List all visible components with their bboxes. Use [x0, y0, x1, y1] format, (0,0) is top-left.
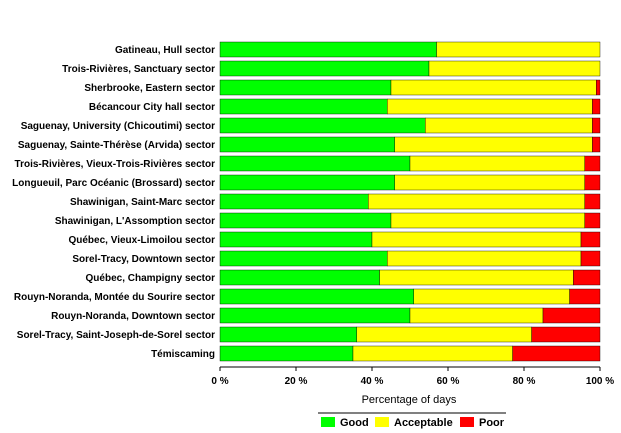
- bar-segment-acceptable-6: [409, 155, 586, 172]
- bar-segment-poor-14: [542, 307, 601, 324]
- category-label: Gatineau, Hull sector: [115, 45, 215, 56]
- bar-segment-acceptable-13: [413, 288, 570, 305]
- bar-segment-good-4: [219, 117, 426, 134]
- bar-segment-acceptable-7: [394, 174, 585, 191]
- legend-swatch-poor: [460, 417, 474, 427]
- bar-segment-poor-4: [592, 117, 601, 134]
- bar-segment-acceptable-5: [394, 136, 593, 153]
- bar-segment-acceptable-2: [390, 79, 597, 96]
- bar-segment-acceptable-15: [356, 326, 532, 343]
- category-label: Bécancour City hall sector: [89, 102, 215, 113]
- category-label: Rouyn-Noranda, Downtown sector: [51, 311, 215, 322]
- x-ticks: 0 % 20 % 40 % 60 % 80 % 100 %: [211, 367, 614, 387]
- bar-segment-acceptable-12: [379, 269, 574, 286]
- legend-label-acceptable: Acceptable: [394, 417, 453, 429]
- category-label: Sorel-Tracy, Saint-Joseph-de-Sorel secto…: [17, 330, 215, 341]
- category-label: Témiscaming: [151, 349, 215, 360]
- bar-segment-poor-15: [531, 326, 601, 343]
- bar-segment-good-2: [219, 79, 392, 96]
- x-tick-label: 60 %: [437, 376, 460, 387]
- bar-segment-poor-6: [584, 155, 601, 172]
- bar-segment-acceptable-9: [390, 212, 586, 229]
- legend-swatch-acceptable: [375, 417, 389, 427]
- bar-segment-poor-5: [592, 136, 601, 153]
- bars-group: [219, 41, 601, 362]
- bar-segment-good-16: [219, 345, 354, 362]
- bar-segment-acceptable-16: [352, 345, 513, 362]
- bar-segment-acceptable-1: [428, 60, 601, 77]
- bar-segment-poor-10: [580, 231, 601, 248]
- bar-segment-good-10: [219, 231, 373, 248]
- bar-segment-acceptable-4: [425, 117, 593, 134]
- category-label: Trois-Rivières, Sanctuary sector: [62, 64, 215, 75]
- category-label: Saguenay, Sainte-Thérèse (Arvida) sector: [18, 140, 215, 151]
- bar-segment-good-6: [219, 155, 411, 172]
- x-axis-title: Percentage of days: [362, 394, 457, 406]
- category-label: Sorel-Tracy, Downtown sector: [72, 254, 215, 265]
- category-label: Sherbrooke, Eastern sector: [84, 83, 215, 94]
- legend-label-good: Good: [340, 417, 369, 429]
- x-tick-label: 80 %: [513, 376, 536, 387]
- bar-segment-poor-13: [569, 288, 601, 305]
- legend: Good Acceptable Poor: [318, 412, 506, 429]
- category-labels: Gatineau, Hull sector Trois-Rivières, San…: [12, 45, 215, 360]
- bar-segment-poor-8: [584, 193, 601, 210]
- bar-segment-good-0: [219, 41, 437, 58]
- category-label: Rouyn-Noranda, Montée du Sourire sector: [14, 292, 215, 303]
- bar-segment-poor-16: [512, 345, 601, 362]
- bar-segment-good-1: [219, 60, 430, 77]
- bar-segment-good-11: [219, 250, 388, 267]
- category-label: Trois-Rivières, Vieux-Trois-Rivières sec…: [15, 159, 216, 170]
- bar-segment-poor-11: [580, 250, 601, 267]
- category-label: Québec, Vieux-Limoilou sector: [68, 235, 215, 246]
- bar-segment-poor-3: [592, 98, 601, 115]
- bar-segment-poor-2: [596, 79, 601, 96]
- bar-segment-acceptable-0: [436, 41, 601, 58]
- bar-segment-poor-12: [573, 269, 601, 286]
- bar-segment-acceptable-3: [387, 98, 593, 115]
- legend-label-poor: Poor: [479, 417, 505, 429]
- bar-segment-good-14: [219, 307, 411, 324]
- bar-segment-poor-9: [584, 212, 601, 229]
- bar-segment-good-15: [219, 326, 358, 343]
- x-tick-label: 100 %: [586, 376, 614, 387]
- legend-swatch-good: [321, 417, 335, 427]
- bar-segment-good-5: [219, 136, 396, 153]
- category-label: Longueuil, Parc Océanic (Brossard) secto…: [12, 178, 215, 189]
- category-label: Shawinigan, L'Assomption sector: [55, 216, 215, 227]
- bar-segment-good-9: [219, 212, 392, 229]
- bar-segment-good-8: [219, 193, 369, 210]
- bar-segment-acceptable-10: [371, 231, 582, 248]
- category-label: Saguenay, University (Chicoutimi) sector: [21, 121, 215, 132]
- category-label: Québec, Champigny sector: [86, 273, 216, 284]
- bar-segment-acceptable-11: [387, 250, 582, 267]
- x-tick-label: 40 %: [361, 376, 384, 387]
- bar-segment-poor-7: [584, 174, 601, 191]
- x-tick-label: 0 %: [211, 376, 228, 387]
- bar-segment-good-7: [219, 174, 396, 191]
- bar-segment-good-12: [219, 269, 380, 286]
- category-label: Shawinigan, Saint-Marc sector: [70, 197, 215, 208]
- bar-segment-acceptable-14: [409, 307, 544, 324]
- x-tick-label: 20 %: [285, 376, 308, 387]
- bar-segment-acceptable-8: [368, 193, 586, 210]
- bar-segment-good-3: [219, 98, 388, 115]
- bar-segment-good-13: [219, 288, 415, 305]
